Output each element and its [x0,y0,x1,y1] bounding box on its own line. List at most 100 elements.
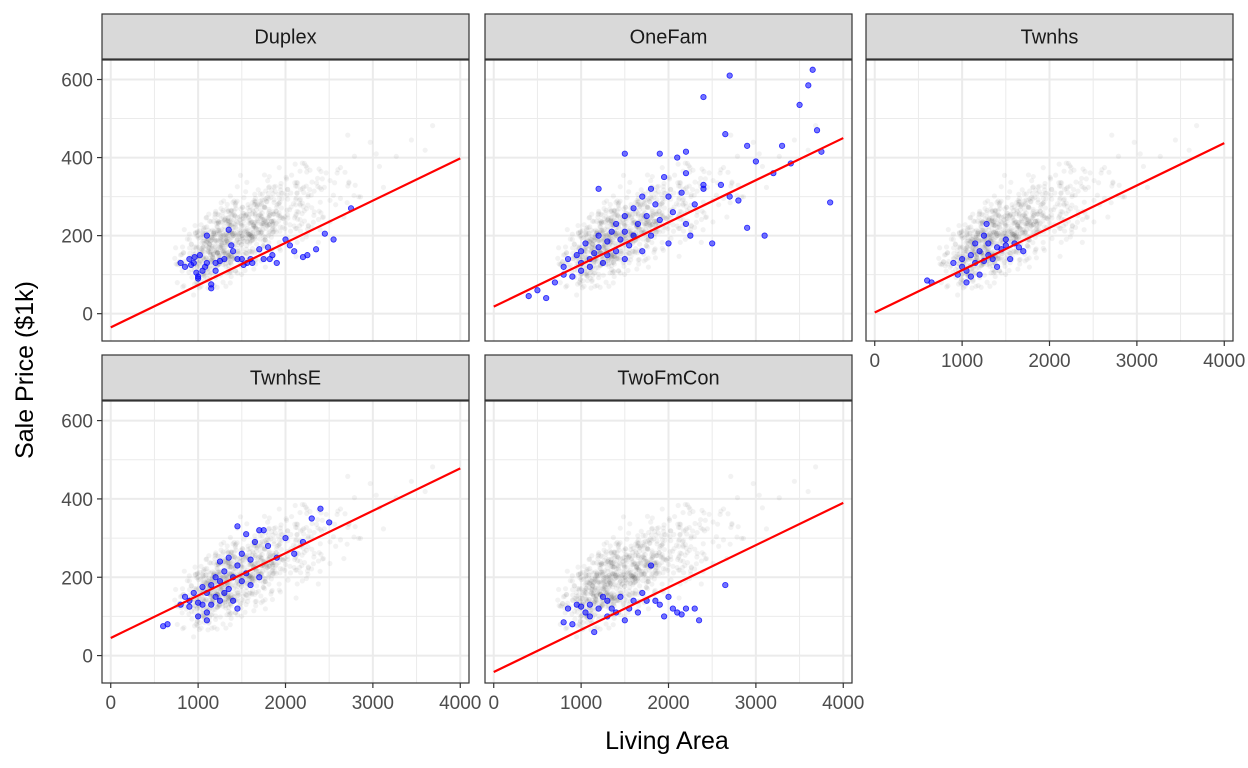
background-point [1015,219,1021,226]
background-point [318,551,324,557]
background-point [647,221,653,227]
background-point [575,230,581,236]
background-point [209,233,215,239]
background-point [591,579,597,585]
background-point [224,543,230,549]
background-point [226,563,232,569]
background-point [1061,201,1067,207]
background-point [261,217,267,223]
background-point [996,201,1002,207]
background-point [612,571,618,577]
data-point [225,585,232,593]
background-point [966,238,972,244]
background-point [301,549,307,555]
background-point [570,597,576,603]
background-point [218,547,224,553]
background-point [203,215,209,221]
fit-line [110,157,461,329]
background-point [643,580,650,586]
background-point [677,180,684,186]
background-point [646,567,652,573]
background-point [595,214,601,220]
background-point [253,560,259,567]
background-point [204,556,210,562]
background-point [1016,233,1022,240]
data-point [591,250,598,257]
background-point [641,542,647,548]
background-point [1001,172,1008,178]
background-point [234,184,240,190]
background-point [688,544,694,550]
background-point [294,521,301,527]
background-point [243,588,249,594]
background-point [991,229,997,235]
background-point [277,224,283,230]
background-point [1024,243,1031,249]
background-point [1034,209,1040,215]
background-point [596,208,602,214]
background-point [258,229,264,235]
background-point [608,594,615,600]
background-point [559,600,566,607]
background-point [622,574,628,580]
background-point [1075,188,1081,194]
background-point [636,261,642,267]
background-point [610,259,617,266]
background-point [601,583,607,590]
background-point [212,214,218,220]
background-point [668,186,674,193]
background-point [683,545,689,551]
background-point [625,267,631,274]
background-point [252,195,258,202]
background-point [238,230,244,236]
background-point [247,590,253,596]
background-point [277,589,283,595]
background-point [978,243,985,249]
background-point [700,227,706,233]
background-point [601,586,607,592]
background-point [1115,153,1122,159]
background-point [195,228,201,235]
background-point [1004,227,1010,234]
background-point [595,579,602,585]
background-point [241,536,247,542]
background-point [187,245,193,251]
background-point [656,550,663,556]
background-point [580,228,586,234]
background-point [174,621,180,628]
background-point [943,244,950,250]
background-point [569,611,575,617]
background-point [659,245,665,251]
background-point [587,565,593,572]
background-point [1020,213,1026,219]
background-point [600,244,606,250]
background-point [231,208,237,214]
background-point [993,231,1000,237]
background-point [237,514,244,520]
background-point [630,562,636,568]
background-point [963,247,969,253]
background-point [632,572,638,578]
background-point [214,626,220,632]
background-point [613,232,619,239]
background-point [959,233,965,239]
background-point [979,227,985,234]
data-point [674,154,681,161]
background-point [676,183,682,189]
background-point [583,232,589,238]
background-point [257,212,263,218]
background-point [643,243,649,249]
background-point [269,587,275,594]
background-point [690,528,696,534]
background-point [616,541,622,547]
background-point [975,229,981,235]
background-point [217,227,224,234]
background-point [1091,197,1097,203]
background-point [680,558,686,564]
background-point [670,228,677,234]
background-point [327,197,333,203]
background-point [666,176,673,182]
background-point [620,575,626,581]
background-point [676,179,683,186]
background-point [602,231,608,237]
